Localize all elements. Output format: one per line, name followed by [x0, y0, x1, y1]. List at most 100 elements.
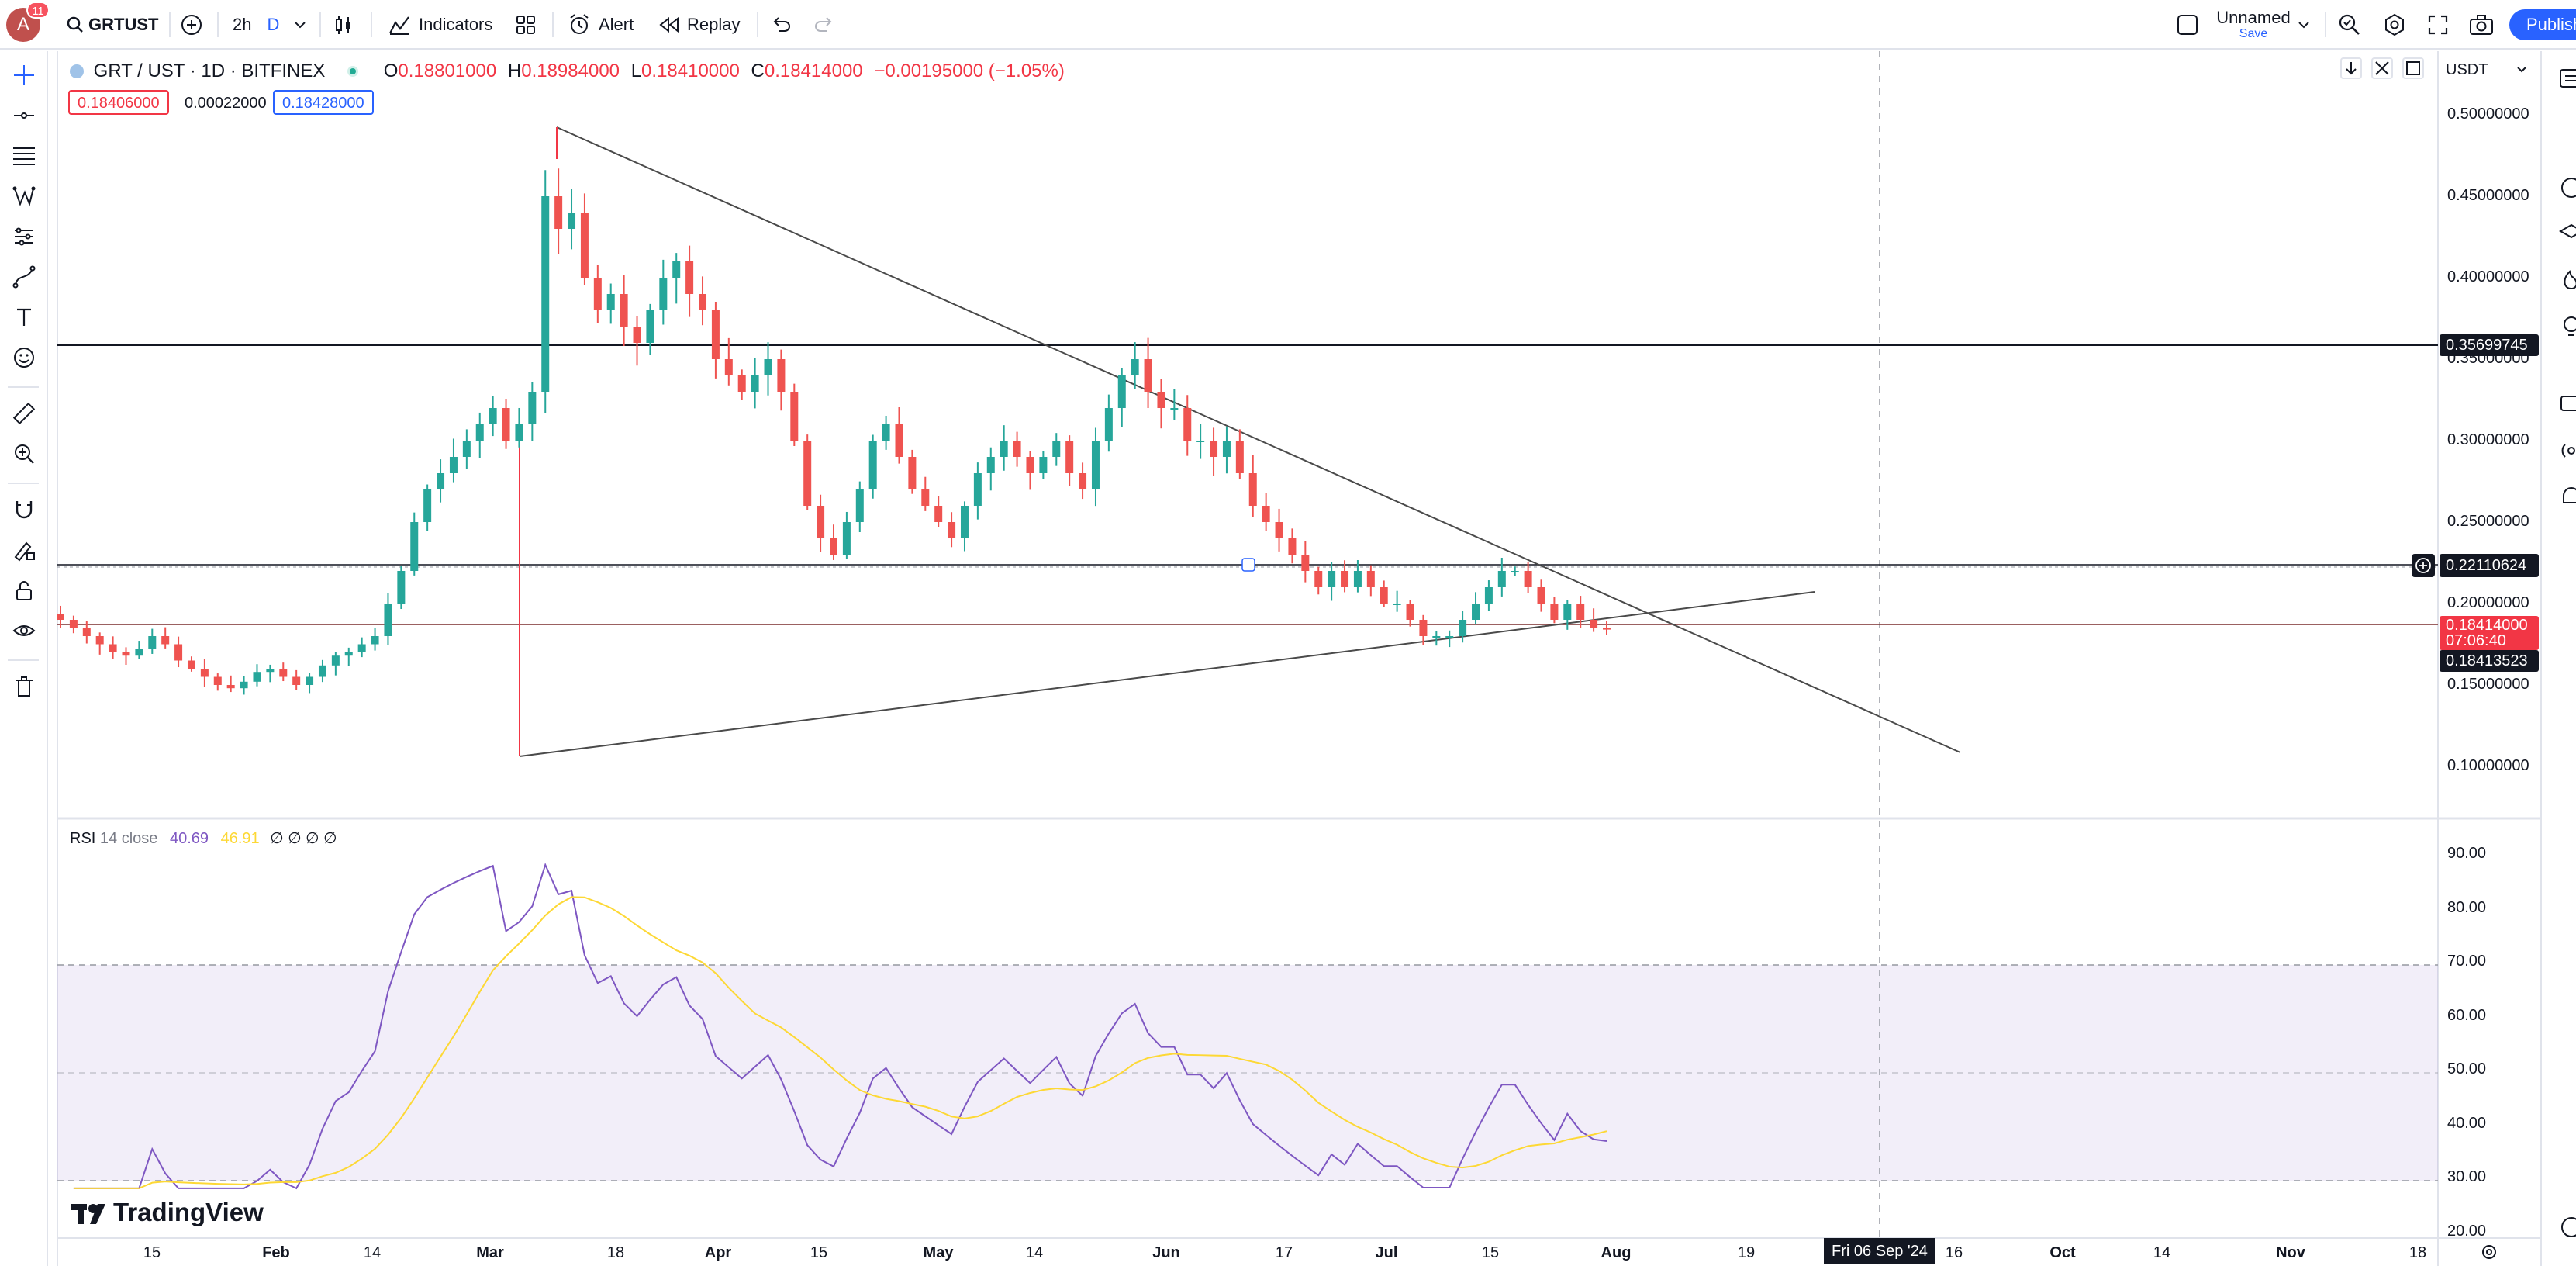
candle-body — [174, 644, 183, 661]
candles-layer — [57, 168, 1611, 695]
avatar-letter: A — [16, 14, 29, 35]
brush-tool[interactable] — [9, 262, 39, 292]
fib-tool[interactable] — [9, 141, 39, 171]
candle-body — [213, 676, 222, 685]
checkbox-icon — [2176, 13, 2199, 36]
maximize-pane-button[interactable] — [2371, 57, 2393, 79]
compare-add-symbol-button[interactable] — [180, 0, 203, 50]
candle-body — [724, 359, 733, 375]
streams-button[interactable] — [2559, 439, 2576, 466]
remove-drawings-tool[interactable] — [9, 672, 39, 701]
crosshair-tool[interactable] — [9, 61, 39, 90]
hline-mid-price-tag: 0.22110624 — [2440, 554, 2539, 577]
candle-body — [1603, 628, 1611, 630]
candle-body — [1222, 441, 1231, 457]
rsi-layer — [73, 863, 1607, 1190]
trend-line-icon — [14, 112, 34, 119]
move-pane-down-button[interactable] — [2340, 57, 2362, 79]
candle-body — [240, 681, 248, 689]
time-axis-label: Mar — [476, 1244, 504, 1261]
search-icon — [67, 16, 84, 33]
time-axis-settings-button[interactable] — [2480, 1243, 2498, 1265]
candle-body — [1497, 571, 1506, 587]
candle-body — [148, 636, 157, 649]
rsi-ma-value: 46.91 — [220, 830, 260, 847]
publish-button[interactable]: Publish — [2509, 0, 2576, 50]
rsi-value: 40.69 — [169, 830, 209, 847]
candle-body — [82, 628, 91, 636]
rsi-axis-label: 40.00 — [2447, 1114, 2487, 1132]
trendline-down — [556, 126, 1961, 753]
alerts-panel-button[interactable] — [2559, 175, 2576, 204]
curve-icon — [12, 265, 36, 289]
redo-button[interactable] — [813, 0, 834, 50]
candle-body — [306, 676, 314, 685]
symbol-search-button[interactable]: GRTUST — [67, 0, 158, 50]
candle-body — [95, 636, 104, 645]
help-button[interactable] — [2559, 1215, 2576, 1244]
templates-button[interactable] — [515, 0, 537, 50]
close-key: C — [751, 61, 765, 81]
chat-button[interactable] — [2559, 393, 2576, 420]
candle-body — [1210, 441, 1218, 457]
legend-title: GRT / UST · 1D · BITFINEX — [93, 61, 326, 81]
candle-body — [1537, 587, 1545, 604]
alert-button[interactable]: Alert — [568, 0, 634, 50]
candle-body — [1472, 604, 1480, 620]
rsi-legend[interactable]: RSI 14 close 40.69 46.91 ∅ ∅ ∅ ∅ — [70, 828, 337, 848]
change-value: −0.00195000 (−1.05%) — [874, 61, 1065, 81]
text-tool[interactable] — [9, 303, 39, 332]
lock-drawings-tool[interactable] — [9, 576, 39, 605]
settings-button[interactable] — [2382, 0, 2407, 50]
hide-drawings-tool[interactable] — [9, 616, 39, 645]
layout-menu-chevron[interactable] — [2298, 0, 2309, 50]
candle-body — [541, 196, 550, 392]
notifications-button[interactable] — [2559, 486, 2576, 513]
ruler-tool[interactable] — [9, 399, 39, 428]
prediction-tool[interactable] — [9, 222, 39, 251]
candle-body — [371, 636, 379, 645]
interval-selector[interactable]: 2h D — [233, 0, 306, 50]
time-axis-label: May — [923, 1244, 954, 1261]
reset-scale-button[interactable] — [2402, 57, 2424, 79]
buy-price-box[interactable]: 0.18428000 — [273, 90, 374, 115]
time-axis-label: 18 — [606, 1244, 625, 1261]
search-plus-icon — [2337, 12, 2362, 37]
emoji-tool[interactable] — [9, 343, 39, 372]
chart-type-button[interactable] — [332, 0, 355, 50]
currency-selector[interactable]: USDT — [2440, 56, 2537, 84]
brand-wordmark[interactable]: TradingView — [113, 1198, 264, 1226]
ideas-button[interactable] — [2559, 315, 2576, 342]
layers-button[interactable] — [2558, 222, 2576, 249]
fib-lines-icon — [13, 147, 35, 165]
pattern-tool[interactable] — [9, 182, 39, 211]
candle-body — [1301, 555, 1310, 571]
indicators-button[interactable]: Indicators — [388, 0, 492, 50]
quick-search-button[interactable] — [2337, 0, 2362, 50]
trend-line-tool[interactable] — [9, 101, 39, 130]
hotlists-button[interactable] — [2559, 268, 2576, 296]
layout-checkbox[interactable] — [2176, 0, 2199, 50]
candle-body — [449, 457, 458, 473]
time-axis-label: 18 — [2409, 1244, 2427, 1261]
sell-price-box[interactable]: 0.18406000 — [68, 90, 169, 115]
candle-body — [659, 278, 668, 310]
candle-body — [1157, 392, 1165, 408]
currency-label: USDT — [2446, 61, 2488, 78]
replay-button[interactable]: Replay — [659, 0, 740, 50]
watchlist-button[interactable] — [2559, 67, 2576, 94]
magnet-tool[interactable] — [9, 495, 39, 524]
zoom-tool[interactable] — [9, 439, 39, 469]
layout-name-button[interactable]: Unnamed Save — [2215, 0, 2292, 50]
add-alert-button[interactable] — [2412, 554, 2435, 577]
fullscreen-button[interactable] — [2427, 0, 2449, 50]
crosshair-icon — [14, 65, 34, 85]
stay-drawing-tool[interactable] — [9, 535, 39, 565]
price-axis-label: 0.45000000 — [2447, 187, 2529, 204]
snapshot-button[interactable] — [2469, 0, 2494, 50]
symbol-legend[interactable]: GRT / UST · 1D · BITFINEX O0.18801000 H0… — [70, 61, 1065, 82]
undo-button[interactable] — [771, 0, 792, 50]
user-avatar[interactable]: A 11 — [6, 0, 50, 50]
time-axis-label: Jul — [1375, 1244, 1398, 1261]
